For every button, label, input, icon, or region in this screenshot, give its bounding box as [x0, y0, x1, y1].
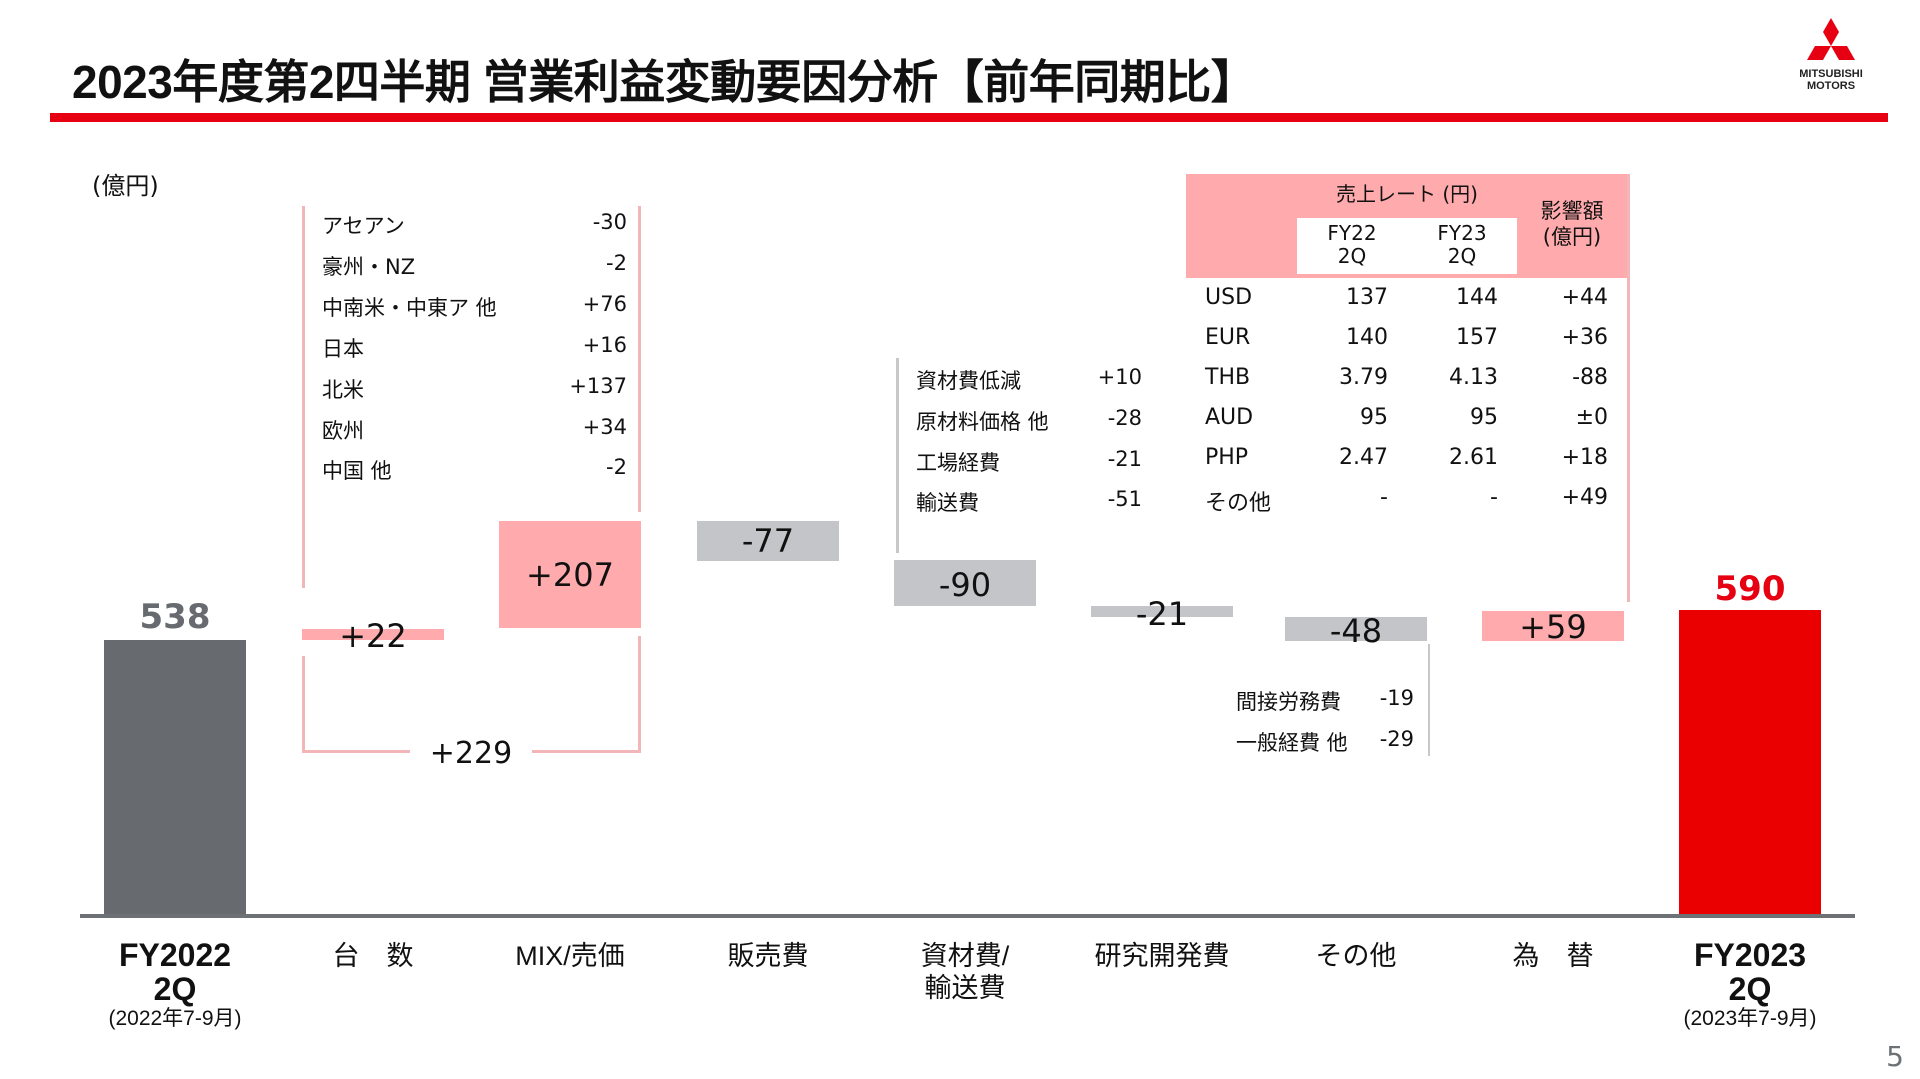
subtotal-bracket-bottom-left [302, 750, 410, 753]
list-item: 日本 +16 [322, 333, 627, 361]
bar-label-fx: +59 [1519, 608, 1587, 646]
fx-col-impact: 影響額 (億円) [1540, 199, 1604, 249]
bar-fy2022-2q [104, 640, 246, 914]
xlabel-material-transport: 資材費/ 輸送費 [920, 941, 1010, 1003]
subtotal-bracket-bottom-right [532, 750, 641, 753]
fx-row: EUR 140 157 +36 [1205, 325, 1608, 350]
list-item: 欧州 +34 [322, 415, 627, 443]
list-item: 工場経費 -21 [916, 447, 1142, 475]
logo-wordmark: MITSUBISHI MOTORS [1799, 68, 1863, 92]
xlabel-fy2023-2q: FY2023 2Q (2023年7-9月) [1683, 937, 1817, 1030]
material-breakdown-line [896, 358, 899, 553]
list-item: アセアン -30 [322, 210, 627, 238]
fx-row: その他 - - +49 [1205, 485, 1608, 516]
xlabel-fx: 為 替 [1512, 941, 1594, 971]
title-underline [50, 113, 1888, 122]
unit-label: (億円) [92, 172, 159, 200]
three-diamonds-icon [1807, 18, 1855, 60]
xlabel-rd-expense: 研究開発費 [1094, 941, 1230, 971]
bar-other [1285, 617, 1427, 641]
fx-header-rate: 売上レート (円) [1336, 182, 1478, 206]
subtotal-bracket-right [638, 636, 641, 753]
fx-col-fy22: FY22 2Q [1327, 221, 1377, 268]
list-item: 原材料価格 他 -28 [916, 406, 1142, 434]
bar-label-fy2023-2q: 590 [1714, 569, 1786, 609]
bar-mix-price [499, 521, 641, 628]
bar-label-selling-expense: -77 [741, 522, 795, 560]
bar-label-volume: +22 [339, 617, 407, 655]
bar-label-material-transport: -90 [938, 566, 992, 604]
bar-volume [302, 629, 444, 640]
bar-label-mix-price: +207 [526, 556, 614, 594]
fx-row: THB 3.79 4.13 -88 [1205, 365, 1608, 390]
list-item: 豪州・NZ -2 [322, 251, 627, 279]
fx-row: USD 137 144 +44 [1205, 285, 1608, 310]
fx-row: AUD 95 95 ±0 [1205, 405, 1608, 430]
fx-subheader-box [1297, 218, 1517, 274]
list-item: 一般経費 他 -29 [1236, 727, 1414, 755]
fx-row: PHP 2.47 2.61 +18 [1205, 445, 1608, 470]
subtotal-bracket-left [302, 656, 305, 753]
subtotal-label: +229 [429, 736, 513, 771]
other-breakdown-line [1428, 644, 1430, 756]
list-item: 資材費低減 +10 [916, 365, 1142, 393]
xlabel-fy2022-2q: FY2022 2Q (2022年7-9月) [108, 937, 242, 1030]
region-bracket-left-top [302, 206, 305, 588]
bar-label-other: -48 [1329, 612, 1383, 650]
bar-fy2023-2q [1679, 610, 1821, 914]
fx-col-fy23: FY23 2Q [1437, 221, 1487, 268]
bar-rd-expense [1091, 606, 1233, 617]
list-item: 北米 +137 [322, 374, 627, 402]
list-item: 輸送費 -51 [916, 487, 1142, 515]
xlabel-mix-price: MIX/売価 [515, 941, 625, 971]
x-axis-baseline [80, 914, 1855, 918]
page-number: 5 [1886, 1040, 1904, 1073]
xlabel-selling-expense: 販売費 [727, 941, 809, 971]
page-title: 2023年度第2四半期 営業利益変動要因分析【前年同期比】 [72, 56, 1257, 108]
bar-fx [1482, 611, 1624, 641]
list-item: 中南米・中東ア 他 +76 [322, 292, 627, 320]
fx-table-right-border [1627, 174, 1630, 602]
xlabel-volume: 台 数 [332, 941, 414, 971]
bar-label-fy2022-2q: 538 [139, 597, 211, 637]
region-bracket-right-top [638, 206, 641, 512]
list-item: 中国 他 -2 [322, 455, 627, 483]
xlabel-other: その他 [1315, 941, 1397, 971]
bar-material-transport [894, 560, 1036, 606]
mitsubishi-motors-logo: MITSUBISHI MOTORS [1782, 18, 1880, 98]
list-item: 間接労務費 -19 [1236, 686, 1414, 714]
bar-selling-expense [697, 521, 839, 561]
bar-label-rd-expense: -21 [1135, 595, 1189, 633]
